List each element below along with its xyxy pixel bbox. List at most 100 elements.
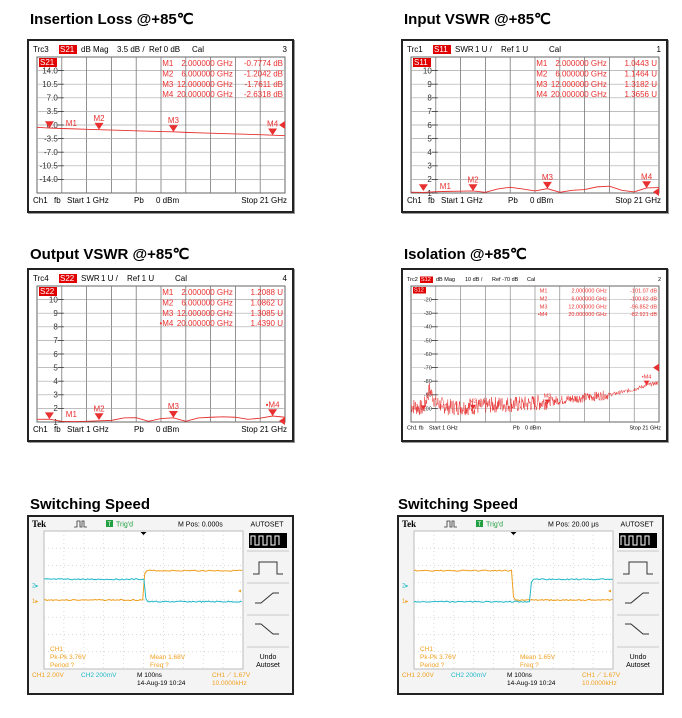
horizontal-position: M Pos: 20.00 µs [548, 522, 599, 529]
y-tick-label: 10 [49, 295, 58, 304]
trigger-frequency: 10.0000kHz [582, 680, 617, 687]
ch1-scale: CH1 2.00V [32, 672, 64, 679]
y-tick-label: -100 [421, 406, 432, 412]
trace-line [36, 126, 286, 137]
trace-badge-label: S11 [414, 58, 428, 67]
marker-table-name: •M4 [159, 319, 173, 328]
cal-label: Cal [175, 274, 187, 283]
trace-label: Trc2 [407, 277, 418, 283]
ch2-scale: CH2 200mV [451, 672, 487, 679]
tek-logo: Tek [32, 519, 46, 529]
marker-table-value: 1.3085 U [251, 309, 284, 318]
channel-number: 4 [283, 274, 288, 283]
channel-number: 1 [657, 45, 662, 54]
vna-output-vswr: Trc4 S22 SWR 1 U / Ref 1 U Cal 4 10 9 8 7 6 5 4 3 2 1 S22… [27, 268, 294, 442]
horizontal-position: M Pos: 0.000s [178, 522, 223, 529]
vna-input-vswr: Trc1 S11 SWR 1 U / Ref 1 U Cal 1 10 9 8 7 6 5 4 3 2 1 S11… [401, 39, 668, 213]
footer-channel: Ch1 [33, 196, 48, 205]
param-label: S11 [434, 45, 448, 54]
trace-badge [39, 287, 57, 296]
y-tick-label: 3.5 [47, 107, 59, 116]
scale-label: 10 dB / [465, 277, 483, 283]
y-tick-label: 3 [427, 162, 432, 171]
timestamp: 14-Aug-19 10:24 [137, 680, 186, 687]
y-tick-label: 10.5 [42, 80, 58, 89]
marker-table-value: 1.2088 U [251, 288, 284, 297]
single-pulse-icon [253, 561, 283, 575]
ref-label: Ref 1 U [501, 45, 528, 54]
marker-triangle-icon [44, 121, 54, 129]
measure-pkpk: Pk-Pk 3.76V [50, 654, 87, 661]
scale-label: 1 U / [475, 45, 493, 54]
marker-table-freq: 12.000000 GHz [568, 304, 607, 310]
autoset-rising-edge-button[interactable] [247, 585, 289, 611]
marker-table-freq: 6.000000 GHz [555, 69, 607, 78]
param-badge [59, 274, 77, 283]
ch2-scale: CH2 200mV [81, 672, 117, 679]
cal-label: Cal [192, 45, 204, 54]
measure-period: Period ? [420, 662, 445, 669]
marker-table-freq: 20.000000 GHz [177, 90, 233, 99]
marker-table-freq: 12.000000 GHz [551, 80, 607, 89]
marker-table-name: M3 [536, 80, 548, 89]
marker-table-freq: 2.000000 GHz [181, 59, 233, 68]
y-tick-label: 8 [427, 94, 432, 103]
marker-table-freq: 20.000000 GHz [568, 312, 607, 318]
trace-badge-label: S22 [40, 287, 55, 296]
undo-autoset-button[interactable]: Undo [260, 654, 277, 661]
footer-stop: Stop 21 GHz [241, 196, 287, 205]
marker-table-freq: 6.000000 GHz [181, 298, 233, 307]
ch1-scale: CH1 2.00V [402, 672, 434, 679]
y-tick-label: 7.0 [47, 94, 59, 103]
y-tick-label: -3.5 [44, 134, 58, 143]
rising-edge-icon [625, 592, 649, 604]
vna-insertion-loss: Trc3 S21 dB Mag 3.5 dB / Ref 0 dB Cal 3 14.0 10.… [27, 39, 294, 213]
format-label: dB Mag [81, 45, 109, 54]
footer-pb: Pb [134, 425, 144, 434]
marker-table-freq: 12.000000 GHz [177, 309, 233, 318]
marker-label: M3 [542, 173, 554, 182]
scale-label: 3.5 dB / [117, 45, 145, 54]
y-tick-label: 1 [53, 418, 58, 427]
marker-table-value: -101.07 dB [630, 289, 657, 295]
reference-arrow-icon [279, 417, 285, 425]
footer-stop: Stop 21 GHz [630, 426, 662, 432]
y-tick-label: -10.5 [40, 162, 59, 171]
footer-channel: Ch1 [33, 425, 48, 434]
y-tick-label: -60 [424, 352, 432, 358]
marker-label: M1 [440, 404, 448, 410]
ch2-ground-marker: 2▸ [402, 583, 408, 589]
undo-autoset-button[interactable]: Undo [630, 654, 647, 661]
footer-power: 0 dBm [530, 196, 553, 205]
y-tick-label: -80 [424, 379, 432, 385]
param-badge [433, 45, 451, 54]
footer-pb: Pb [508, 196, 518, 205]
marker-triangle-icon [168, 411, 178, 418]
y-tick-label: 0.0 [47, 121, 59, 130]
autoset-rising-edge-button[interactable] [617, 585, 659, 611]
marker-table-name: M2 [536, 69, 548, 78]
measure-pkpk: Pk-Pk 3.76V [420, 654, 457, 661]
trace-line [410, 381, 659, 416]
acquisition-pulse-icon [444, 520, 457, 528]
marker-table-value: 1.3656 U [625, 90, 658, 99]
marker-triangle-icon [468, 184, 478, 191]
marker-label: M1 [440, 182, 452, 191]
trigger-level-marker: ◂ [238, 589, 241, 595]
marker-table-value: -1.2042 dB [244, 69, 283, 78]
autoset-single-cycle-button[interactable] [247, 553, 289, 579]
marker-table-value: -2.6318 dB [244, 90, 283, 99]
marker-label: M3 [168, 116, 180, 125]
y-tick-label: 4 [427, 148, 432, 157]
autoset-single-cycle-button[interactable] [617, 553, 659, 579]
measure-mean: Mean 1.65V [520, 654, 556, 661]
y-tick-label: -70 [424, 366, 432, 372]
footer-pb: Pb [513, 426, 520, 432]
marker-table-name: M2 [540, 296, 548, 302]
marker-table-name: M3 [162, 80, 174, 89]
ch1-waveform [43, 569, 243, 602]
measure-freq: Freq ? [520, 662, 539, 669]
marker-triangle-icon [544, 399, 551, 405]
marker-triangle-icon [542, 181, 552, 189]
footer-power: 0 dBm [156, 425, 179, 434]
